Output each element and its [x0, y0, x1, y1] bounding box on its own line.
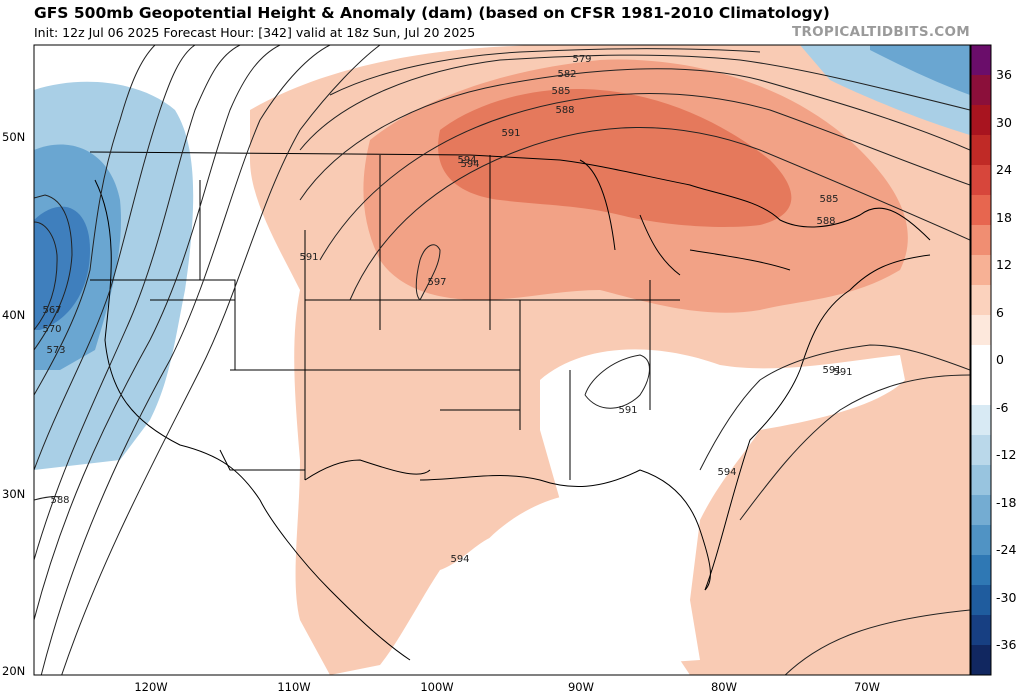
colorbar-segment	[971, 75, 991, 106]
colorbar-segment	[971, 465, 991, 496]
colorbar-label: -36	[996, 637, 1017, 652]
lon-label-80w: 80W	[710, 680, 738, 694]
lat-label-30n: 30N	[2, 487, 26, 501]
contour-label: 594	[450, 554, 469, 565]
contour-label: 594	[460, 159, 479, 170]
contour-label: 597	[427, 277, 446, 288]
colorbar-segment	[971, 315, 991, 346]
colorbar-segment	[971, 45, 991, 76]
chart-title: GFS 500mb Geopotential Height & Anomaly …	[34, 4, 830, 22]
map-frame	[33, 44, 971, 676]
lon-label-70w: 70W	[853, 680, 881, 694]
lon-label-110w: 110W	[277, 680, 311, 694]
colorbar-segment	[971, 405, 991, 436]
colorbar-label: 24	[996, 162, 1012, 177]
lat-label-20n: 20N	[2, 664, 26, 678]
colorbar-segment	[971, 285, 991, 316]
colorbar-segment	[971, 375, 991, 406]
contour-label: 588	[50, 495, 69, 506]
contour-label: 591	[618, 405, 637, 416]
colorbar-label: -30	[996, 589, 1017, 605]
brand-watermark[interactable]: TROPICALTIDBITS.COM	[791, 24, 970, 40]
forecast-info: Init: 12z Jul 06 2025 Forecast Hour: [34…	[34, 25, 476, 40]
colorbar-segment	[971, 255, 991, 286]
contour-label: 588	[816, 216, 835, 227]
contour-label: 582	[557, 69, 576, 80]
colorbar-segment	[971, 495, 991, 526]
colorbar-label: 36	[996, 67, 1012, 82]
contour-label: 591	[833, 367, 852, 378]
colorbar-segment	[971, 135, 991, 166]
contour-label: 579	[572, 54, 591, 65]
colorbar-segment	[971, 195, 991, 226]
colorbar-label: 30	[996, 114, 1012, 130]
colorbar-label: -6	[996, 399, 1009, 415]
colorbar-segment	[971, 615, 991, 646]
colorbar	[970, 44, 992, 676]
colorbar-label: 6	[996, 304, 1004, 320]
contour-label: 570	[42, 324, 61, 335]
lon-label-120w: 120W	[134, 680, 168, 694]
colorbar-frame	[970, 44, 992, 676]
colorbar-segment	[971, 435, 991, 466]
colorbar-segment	[971, 555, 991, 586]
colorbar-segment	[971, 345, 991, 376]
contour-label: 588	[555, 105, 574, 116]
colorbar-label: -18	[996, 494, 1017, 510]
contour-label: 594	[717, 467, 736, 478]
contour-label: 594	[457, 155, 476, 166]
neutral-zone-gulf	[450, 495, 700, 675]
cold-anomaly-northeast-core	[870, 45, 970, 95]
contour-label: 585	[819, 194, 838, 205]
contour-label: 591	[501, 128, 520, 139]
colorbar-label: 18	[996, 209, 1012, 225]
contour-label: 567	[42, 305, 61, 316]
colorbar-label: 0	[996, 352, 1004, 367]
colorbar-segment	[971, 165, 991, 196]
contour-label: 573	[46, 345, 65, 356]
contour-label-group: 5795825855885915945915975915855885915915…	[42, 54, 852, 565]
colorbar-label: -24	[996, 542, 1017, 557]
colorbar-label: 12	[996, 257, 1012, 272]
lon-label-100w: 100W	[420, 680, 454, 694]
warm-anomaly-strong	[438, 89, 792, 227]
lat-label-40n: 40N	[2, 308, 26, 322]
cold-anomaly-strong	[34, 206, 90, 330]
contour-label: 591	[299, 252, 318, 263]
colorbar-segment	[971, 585, 991, 616]
height-contours	[34, 45, 970, 675]
lat-label-50n: 50N	[2, 130, 26, 144]
contour-label: 585	[551, 86, 570, 97]
lon-label-90w: 90W	[567, 680, 595, 694]
colorbar-segment	[971, 105, 991, 136]
colorbar-label: -12	[996, 447, 1017, 462]
colorbar-segment	[971, 645, 991, 676]
colorbar-segment	[971, 525, 991, 556]
map-area	[34, 45, 970, 675]
contour-label: 591	[822, 365, 841, 376]
colorbar-segment	[971, 225, 991, 256]
political-borders	[89, 151, 931, 661]
